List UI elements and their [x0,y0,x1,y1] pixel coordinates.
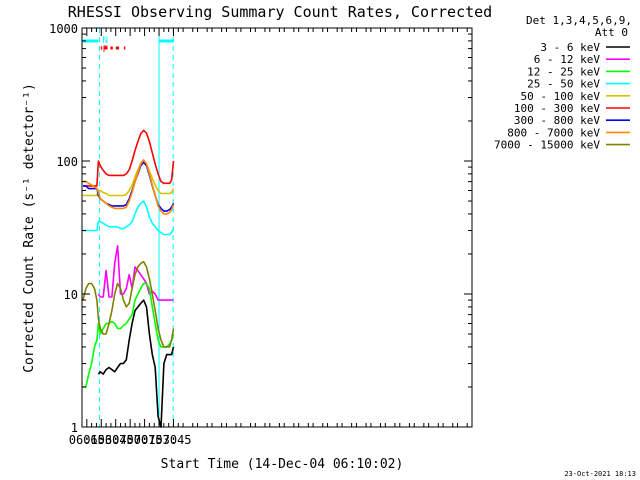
series-line-5 [83,129,175,187]
x-tick-label-5: 07:30 [141,433,177,447]
x-tick-label-6: 07:45 [155,433,191,447]
y-tick-label-0: 1 [71,421,78,435]
legend-label-7: 800 - 7000 keV [507,126,600,139]
series-line-8 [82,260,175,348]
legend-label-1: 6 - 12 keV [534,53,601,66]
flare-flag-label: F [103,45,108,55]
chart-title: RHESSI Observing Summary Count Rates, Co… [68,3,492,21]
axis-layer: 1 10 100 1000 06:1506:3006:4507:0007:1507:30… [49,22,473,447]
y-tick-label-2: 100 [56,155,78,169]
y-tick-label-3: 1000 [49,22,78,36]
x-tick-label-0: 06:15 [69,433,105,447]
legend-header-line-2: Att 0 [595,26,628,39]
y-tick-label-1: 10 [64,288,78,302]
series-line-2 [83,282,175,388]
x-axis-label: Start Time (14-Dec-04 06:10:02) [161,457,404,472]
x-tick-label-2: 06:45 [98,433,134,447]
legend-label-2: 12 - 25 keV [527,65,600,78]
series-layer [82,129,175,428]
plot-frame [81,27,473,428]
legend-label-6: 300 - 800 keV [514,114,600,127]
x-tick-label-4: 07:15 [127,433,163,447]
series-line-3 [83,200,175,236]
legend-label-3: 25 - 50 keV [527,78,600,91]
night-flag-label: N [103,36,108,46]
y-axis-label: Corrected Count Rate (s⁻¹ detector⁻¹) [22,83,37,373]
legend-label-5: 100 - 300 keV [514,102,600,115]
legend-label-0: 3 - 6 keV [540,41,600,54]
legend-header-line-1: Det 1,3,4,5,6,9, [526,14,632,27]
series-line-0 [97,299,175,428]
x-tick-label-3: 07:00 [112,433,148,447]
series-line-7 [83,159,175,215]
x-tick-label-1: 06:30 [83,433,119,447]
flags-layer: NF [82,28,174,427]
legend-label-4: 50 - 100 keV [521,90,601,103]
legend-label-8: 7000 - 15000 keV [494,139,600,152]
footer-date: 23-Oct-2021 18:13 [564,470,636,478]
